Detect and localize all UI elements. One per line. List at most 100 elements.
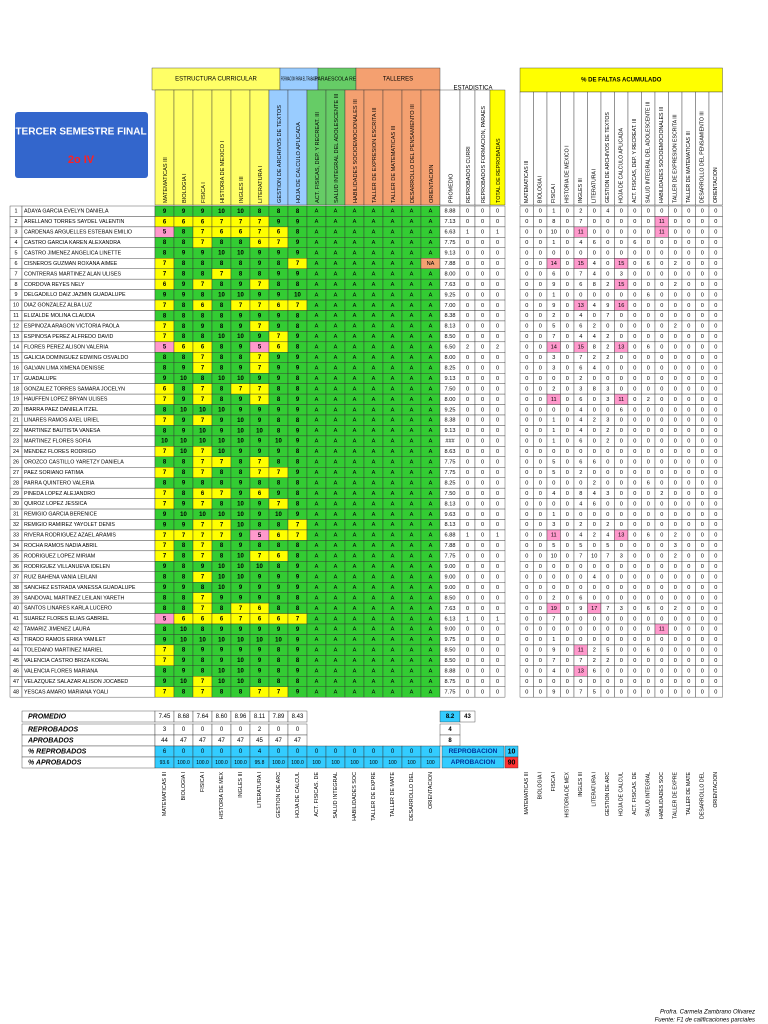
absence-value: 13 (618, 345, 624, 351)
absence-value: 3 (620, 606, 623, 612)
absence-value: 1 (552, 439, 555, 445)
stat-value: 0 (496, 303, 499, 309)
paraescolar-grade: A (410, 418, 414, 424)
bottom-label: ACT. FISICAS. DE (632, 771, 638, 814)
absence-value: 0 (687, 303, 690, 309)
paraescolar-grade: A (372, 689, 376, 695)
stat-value: 0 (496, 355, 499, 361)
absence-value: 0 (633, 554, 636, 560)
absence-value: 0 (674, 397, 677, 403)
absence-value: 7 (579, 219, 582, 225)
absence-value: 0 (525, 616, 528, 622)
grade: 10 (237, 334, 244, 340)
student-name: RIVERA RODRIGUEZ AZAEL ARAMIS (24, 533, 116, 539)
absence-value: 3 (606, 491, 609, 497)
paraescolar-grade: A (353, 271, 357, 277)
grade: 6 (201, 345, 205, 351)
absence-value: 0 (620, 324, 623, 330)
row-number: 10 (13, 303, 19, 309)
paraescolar-grade: A (391, 251, 395, 257)
absence-value: 2 (593, 324, 596, 330)
row-number: 31 (13, 512, 19, 518)
absence-value: 0 (633, 564, 636, 570)
absence-value: 4 (579, 533, 582, 539)
bottom-label: ACT. FISICAS. DE (314, 772, 320, 817)
grade: 7 (201, 230, 205, 236)
absence-value: 0 (701, 554, 704, 560)
absence-value: 0 (620, 240, 623, 246)
absence-value: 0 (647, 230, 650, 236)
absence-value: 2 (593, 480, 596, 486)
absence-value: 0 (687, 230, 690, 236)
stat-value: 8.38 (445, 313, 456, 319)
absence-value: 0 (687, 345, 690, 351)
student-name: MENDEZ FLORES RODRIGO (24, 449, 96, 455)
absence-value: 0 (660, 554, 663, 560)
grade: 10 (237, 209, 244, 215)
paraescolar-grade: A (372, 627, 376, 633)
absence-value: 0 (525, 292, 528, 298)
stat-value: 1 (496, 230, 499, 236)
stat-value: 8.63 (445, 449, 456, 455)
paraescolar-grade: A (353, 355, 357, 361)
absence-value: 0 (633, 470, 636, 476)
absence-value: 0 (539, 345, 542, 351)
paraescolar-grade: A (334, 627, 338, 633)
grade: 10 (237, 251, 244, 257)
absence-value: 4 (579, 407, 582, 413)
stat-value: 0 (481, 282, 484, 288)
absence-value: 0 (525, 658, 528, 664)
absence-value: 4 (579, 334, 582, 340)
paraescolar-grade: A (353, 292, 357, 298)
absence-value: 0 (687, 554, 690, 560)
grade: 8 (182, 240, 186, 246)
absence-value: 11 (551, 533, 557, 539)
paraescolar-grade: A (334, 522, 338, 528)
stat-value: 0 (466, 334, 469, 340)
stat-value: 0 (481, 543, 484, 549)
absence-value: 5 (552, 470, 555, 476)
subject-label: FISICA I (201, 182, 207, 203)
absence-value: 3 (606, 418, 609, 424)
absence-value: 0 (525, 554, 528, 560)
absence-value: 0 (674, 271, 677, 277)
paraescolar-grade: A (391, 512, 395, 518)
paraescolar-grade: A (353, 595, 357, 601)
absence-value: 0 (620, 491, 623, 497)
stat-value: 0 (481, 689, 484, 695)
absence-value: 0 (714, 533, 717, 539)
absence-value: 0 (687, 501, 690, 507)
absence-value: 0 (660, 501, 663, 507)
paraescolar-grade: A (353, 501, 357, 507)
student-name: PARRA QUINTERO VALERIA (24, 480, 95, 486)
absence-value: 0 (674, 627, 677, 633)
row-number: 17 (13, 376, 19, 382)
absence-value: 0 (714, 271, 717, 277)
paraescolar-grade: A (334, 407, 338, 413)
absence-value: 5 (552, 460, 555, 466)
absence-value: 15 (578, 261, 584, 267)
summary-value: 47 (294, 738, 301, 744)
absence-value: 7 (552, 616, 555, 622)
summary-value: 7.64 (197, 714, 209, 720)
student-name: DELGADILLO DAIZ JAZMIN GUADALUPE (24, 292, 126, 298)
absence-value: 6 (647, 533, 650, 539)
absence-value: 0 (687, 251, 690, 257)
stat-value: 0 (481, 365, 484, 371)
absence-value: 0 (647, 564, 650, 570)
absence-value: 0 (714, 209, 717, 215)
absence-label: BIOLOGIA I (538, 176, 544, 203)
paraescolar-grade: A (372, 669, 376, 675)
grade: 5 (163, 345, 167, 351)
stat-value: 0 (466, 439, 469, 445)
stat-value: 7.88 (445, 543, 456, 549)
absence-value: 0 (701, 522, 704, 528)
row-number: 11 (13, 313, 19, 319)
paraescolar-grade: A (391, 324, 395, 330)
row-number: 43 (13, 637, 19, 643)
absence-value: 0 (566, 230, 569, 236)
absence-value: 0 (633, 679, 636, 685)
paraescolar-grade: A (315, 501, 319, 507)
absence-value: 6 (647, 606, 650, 612)
stat-value: 0 (466, 491, 469, 497)
